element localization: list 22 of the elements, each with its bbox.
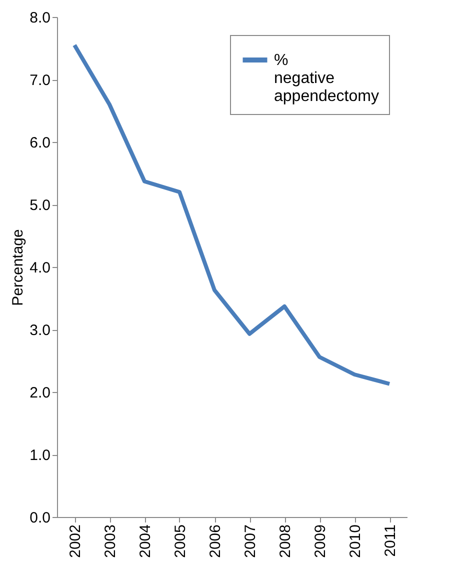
y-tick-label: 2.0 [30,384,50,402]
y-tick-label: 1.0 [30,447,50,464]
y-tick-label: 0.0 [30,510,50,526]
y-tick-label: 8.0 [30,10,50,26]
x-tick-label: 2003 [102,524,119,558]
y-tick-label: 3.0 [30,322,50,339]
x-tick-label: 2009 [312,524,329,558]
y-tick-label: 7.0 [30,72,50,89]
line-series [72,43,392,386]
x-tick-label: 2007 [242,524,259,558]
legend-label: % negative appendectomy [274,52,379,105]
x-tick-label: 2006 [207,524,224,558]
y-tick-label: 6.0 [30,134,50,152]
x-tick-label: 2002 [67,524,84,558]
y-tick-label: 5.0 [30,197,50,214]
x-tick-label: 2008 [277,524,294,558]
y-tick-label: 4.0 [30,260,50,276]
x-tick-label: 2010 [347,524,364,558]
x-tick-label: 2011 [382,524,399,557]
y-axis-title: Percentage [10,229,27,306]
x-tick-label: 2005 [172,524,189,558]
x-tick-label: 2004 [137,524,154,558]
